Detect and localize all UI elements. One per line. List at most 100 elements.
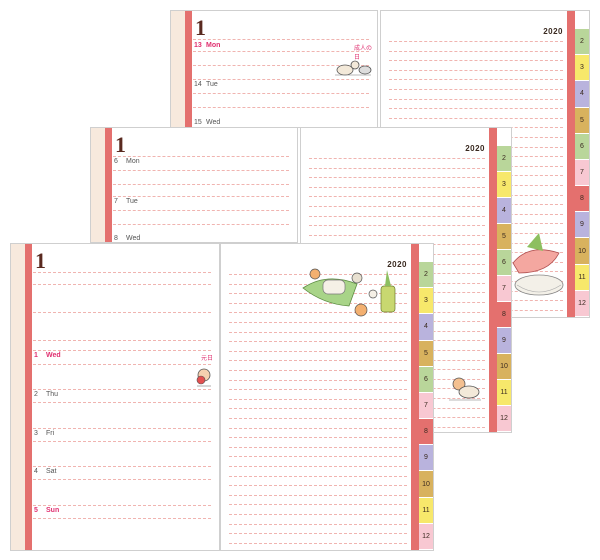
ruled-line bbox=[309, 196, 485, 198]
month-tab-4[interactable]: 4 bbox=[575, 81, 589, 108]
ruled-line bbox=[229, 418, 407, 419]
month-tab-5[interactable]: 5 bbox=[497, 224, 511, 250]
ruled-line bbox=[229, 504, 407, 506]
ruled-line bbox=[229, 523, 407, 525]
day-1: 1 Wed bbox=[34, 352, 61, 359]
month-tab-2[interactable]: 2 bbox=[497, 146, 511, 172]
month-number: 1 bbox=[35, 248, 46, 273]
spine-cream bbox=[11, 244, 26, 550]
month-tab-5[interactable]: 5 bbox=[575, 107, 589, 134]
month-tab-12[interactable]: 12 bbox=[497, 406, 511, 432]
month-tab-12[interactable]: 12 bbox=[419, 523, 433, 550]
ruled-line bbox=[309, 158, 485, 159]
year-label: 2020 bbox=[387, 260, 407, 269]
month-tab-9[interactable]: 9 bbox=[575, 212, 589, 239]
ruled-line bbox=[229, 446, 407, 448]
ruled-line bbox=[229, 533, 407, 535]
month-tab-8[interactable]: 8 bbox=[575, 186, 589, 213]
sushi-illustration-icon bbox=[512, 233, 564, 296]
month-tab-11[interactable]: 11 bbox=[419, 497, 433, 524]
month-tabs[interactable]: 2 3 4 5 6 7 8 9 10 11 12 bbox=[575, 11, 589, 317]
month-tab-3[interactable]: 3 bbox=[497, 172, 511, 198]
month-tab-6[interactable]: 6 bbox=[419, 366, 433, 393]
month-number: 1 bbox=[195, 15, 206, 40]
ruled-line bbox=[229, 514, 407, 515]
month-tab-9[interactable]: 9 bbox=[419, 445, 433, 472]
red-bar bbox=[411, 244, 419, 550]
ruled-line bbox=[389, 117, 563, 119]
month-tab-7[interactable]: 7 bbox=[497, 276, 511, 302]
red-bar bbox=[567, 11, 575, 317]
left-page: 1 6 Mon 7 Tue 8 Wed bbox=[90, 127, 298, 243]
day-2: 2 Thu bbox=[34, 391, 59, 398]
cat-illustration-icon bbox=[449, 377, 481, 401]
month-tab-11[interactable]: 11 bbox=[575, 264, 589, 291]
ruled-line bbox=[309, 234, 485, 236]
ruled-line bbox=[389, 98, 563, 100]
ruled-line bbox=[389, 108, 563, 110]
ruled-line bbox=[229, 427, 407, 429]
ruled-line bbox=[389, 89, 563, 90]
left-page: 1 1 Wed 元日 2 Thu 3 Fri 4 Sat 5 Sun bbox=[10, 243, 220, 551]
day-5: 5 Sun bbox=[34, 507, 60, 514]
month-tab-7[interactable]: 7 bbox=[575, 159, 589, 187]
ruled-line bbox=[229, 456, 407, 458]
month-tab-8[interactable]: 8 bbox=[497, 302, 511, 328]
ruled-line bbox=[229, 542, 407, 544]
month-tab-12[interactable]: 12 bbox=[575, 290, 589, 317]
month-tab-11[interactable]: 11 bbox=[497, 380, 511, 406]
year-label: 2020 bbox=[465, 144, 485, 153]
year-label: 2020 bbox=[543, 27, 563, 36]
day-15: 15 Wed bbox=[194, 119, 221, 126]
ruled-line bbox=[229, 322, 407, 323]
day-7: 7 Tue bbox=[114, 198, 138, 205]
spine-red bbox=[25, 244, 32, 550]
ruled-line bbox=[389, 41, 563, 42]
ruled-line bbox=[309, 177, 485, 179]
ruled-line bbox=[309, 206, 485, 207]
ruled-line bbox=[389, 79, 563, 81]
month-tabs[interactable]: 2 3 4 5 6 7 8 9 10 11 12 bbox=[419, 244, 433, 550]
month-tab-5[interactable]: 5 bbox=[419, 340, 433, 367]
month-tab-7[interactable]: 7 bbox=[419, 392, 433, 420]
day-8: 8 Wed bbox=[114, 235, 141, 242]
spine-cream bbox=[171, 11, 186, 127]
month-tab-4[interactable]: 4 bbox=[419, 314, 433, 341]
ruled-line bbox=[229, 475, 407, 477]
day-13: 13 Mon bbox=[194, 42, 221, 49]
month-tab-3[interactable]: 3 bbox=[575, 55, 589, 82]
month-tab-9[interactable]: 9 bbox=[497, 328, 511, 354]
month-tab-6[interactable]: 6 bbox=[497, 250, 511, 276]
ruled-line bbox=[229, 437, 407, 439]
ruled-line bbox=[389, 69, 563, 71]
month-tab-2[interactable]: 2 bbox=[575, 29, 589, 56]
ruled-line bbox=[309, 215, 485, 217]
month-tab-3[interactable]: 3 bbox=[419, 288, 433, 315]
holiday-label: 元日 bbox=[201, 356, 214, 362]
spine-cream bbox=[91, 128, 106, 242]
month-tab-10[interactable]: 10 bbox=[497, 354, 511, 380]
month-tab-10[interactable]: 10 bbox=[575, 238, 589, 265]
month-tab-6[interactable]: 6 bbox=[575, 133, 589, 160]
spine-red bbox=[185, 11, 192, 127]
month-tab-8[interactable]: 8 bbox=[419, 419, 433, 446]
month-tabs[interactable]: 2 3 4 5 6 7 8 9 10 11 12 bbox=[497, 128, 511, 432]
ruled-line bbox=[309, 167, 485, 169]
ruled-line bbox=[229, 312, 407, 314]
ruled-line bbox=[229, 370, 407, 371]
spine-red bbox=[105, 128, 112, 242]
ruled-line bbox=[229, 466, 407, 467]
day-6: 6 Mon bbox=[114, 158, 140, 165]
month-tab-10[interactable]: 10 bbox=[419, 471, 433, 498]
ruled-line bbox=[229, 379, 407, 381]
ruled-line bbox=[229, 341, 407, 343]
ruled-line bbox=[229, 360, 407, 362]
month-tab-4[interactable]: 4 bbox=[497, 198, 511, 224]
ruled-line bbox=[389, 50, 563, 52]
ruled-line bbox=[229, 350, 407, 352]
ruled-line bbox=[229, 408, 407, 410]
day-3: 3 Fri bbox=[34, 430, 55, 437]
right-page: 2020 2 3 4 5 6 7 8 9 10 11 12 bbox=[220, 243, 434, 551]
month-tab-2[interactable]: 2 bbox=[419, 262, 433, 289]
ruled-line bbox=[309, 186, 485, 188]
